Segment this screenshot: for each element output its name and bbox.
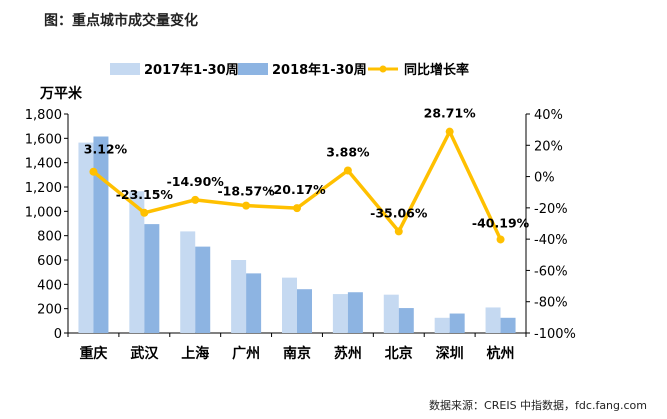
x-tick-label: 广州 <box>232 345 260 362</box>
y-tick-label: 0 <box>54 327 62 342</box>
legend-label-2018: 2018年1-30周 <box>272 62 367 78</box>
y-tick-label: 1,200 <box>25 181 62 196</box>
growth-data-label: -40.19% <box>472 215 530 230</box>
bar-2018 <box>246 273 262 333</box>
data-labels: 3.12% -23.15%-14.90%-18.57%-20.17% 3.88% -3… <box>84 106 530 231</box>
y2-tick-label: -40% <box>534 233 568 248</box>
bar-2018 <box>449 313 465 333</box>
bar-2017 <box>231 260 247 333</box>
legend: 2017年1-30周 2018年1-30周 同比增长率 <box>110 62 469 78</box>
bar-2018 <box>297 289 312 333</box>
legend-label-2017: 2017年1-30周 <box>144 62 239 78</box>
growth-data-label: -14.90% <box>167 174 225 189</box>
growth-data-label: -20.17% <box>268 182 326 197</box>
y-axis-label: 万平米 <box>39 85 83 102</box>
growth-data-label: 3.12% <box>84 142 128 157</box>
bar-2018 <box>144 224 160 333</box>
x-tick-label: 苏州 <box>334 345 362 362</box>
legend-marker-growth <box>379 65 387 73</box>
bar-2017 <box>282 277 297 333</box>
bar-2018 <box>195 246 211 333</box>
growth-data-label: 28.71% <box>424 106 477 121</box>
figure-title: 图：重点城市成交量变化 <box>44 13 198 29</box>
y2-tick-label: -20% <box>534 202 568 217</box>
growth-point <box>394 227 403 236</box>
y2-tick-label: 0% <box>534 171 555 186</box>
bar-2017 <box>129 191 145 333</box>
y2-tick-label: 40% <box>534 108 563 123</box>
legend-swatch-2018 <box>238 63 268 75</box>
bars <box>78 136 516 333</box>
y-tick-label: 1,600 <box>25 132 62 147</box>
growth-point <box>140 208 149 217</box>
bar-2017 <box>180 231 196 333</box>
y2-tick-label: 20% <box>534 139 563 154</box>
y-tick-label: 1,800 <box>25 108 62 123</box>
bar-2018 <box>93 136 109 333</box>
source-note: 数据来源：CREIS 中指数据，fdc.fang.com <box>429 399 647 412</box>
growth-point <box>445 127 454 136</box>
legend-swatch-2017 <box>110 63 140 75</box>
growth-point <box>242 201 251 210</box>
y-tick-label: 400 <box>37 278 62 293</box>
growth-point <box>496 235 505 244</box>
bar-2017 <box>332 294 348 333</box>
growth-data-label: -35.06% <box>370 205 428 220</box>
bar-2018 <box>500 317 516 333</box>
bar-2017 <box>485 307 501 333</box>
x-tick-label: 上海 <box>181 345 209 362</box>
bar-2018 <box>398 308 414 333</box>
x-tick-label: 北京 <box>385 345 413 362</box>
growth-point <box>191 195 200 204</box>
growth-data-label: -18.57% <box>217 184 275 199</box>
x-tick-label: 杭州 <box>487 345 515 362</box>
x-tick-label: 南京 <box>283 345 311 362</box>
y-tick-label: 1,400 <box>25 157 62 172</box>
y2-tick-label: -60% <box>534 264 568 279</box>
bar-2017 <box>78 142 94 333</box>
legend-label-growth: 同比增长率 <box>404 62 469 78</box>
growth-data-label: 3.88% <box>326 145 370 160</box>
y-tick-label: 600 <box>37 254 62 269</box>
bar-2018 <box>347 292 363 333</box>
y2-tick-label: -80% <box>534 296 568 311</box>
growth-point <box>89 167 98 176</box>
growth-point <box>293 204 301 213</box>
growth-point <box>343 166 352 175</box>
y-tick-label: 800 <box>37 230 62 245</box>
bar-2017 <box>383 294 399 333</box>
y-tick-label: 200 <box>37 303 62 318</box>
x-tick-label: 重庆 <box>79 345 107 362</box>
y-tick-label: 1,000 <box>25 205 62 220</box>
y2-tick-label: -100% <box>534 327 576 342</box>
x-tick-label: 武汉 <box>130 345 159 362</box>
growth-data-label: -23.15% <box>116 187 174 202</box>
growth-line-series <box>89 127 505 244</box>
bar-2017 <box>434 317 450 333</box>
x-tick-label: 深圳 <box>436 345 464 362</box>
